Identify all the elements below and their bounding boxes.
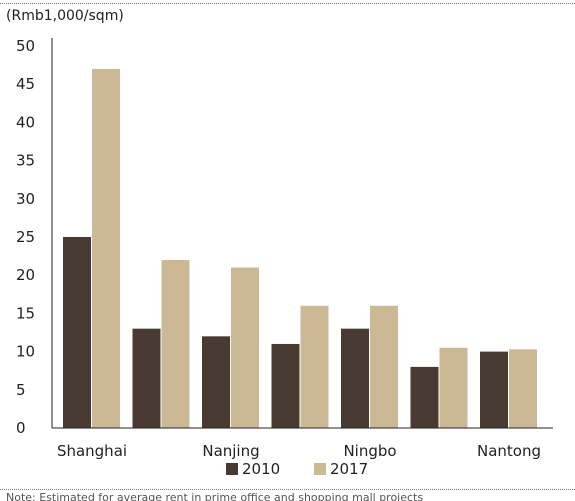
bar-2010 <box>410 366 439 428</box>
footnote: Note: Estimated for average rent in prim… <box>6 492 424 501</box>
y-tick-label: 35 <box>16 152 35 170</box>
y-tick-label: 25 <box>16 228 35 246</box>
bar-2017 <box>161 259 190 428</box>
bar-2017 <box>231 267 259 428</box>
bar-2017 <box>509 349 537 428</box>
legend-swatch-2010 <box>226 463 238 475</box>
x-category-label: Ningbo <box>343 442 396 460</box>
bar-2010 <box>202 336 230 428</box>
y-tick-label: 50 <box>16 37 35 55</box>
y-tick-label: 15 <box>16 304 35 322</box>
top-rule <box>0 3 575 4</box>
bar-2010 <box>341 328 369 428</box>
bar-2017 <box>300 305 329 428</box>
y-tick-label: 10 <box>16 343 35 361</box>
bar-2017 <box>92 68 120 429</box>
x-category-label: Shanghai <box>57 442 127 460</box>
y-tick-label: 20 <box>16 266 35 284</box>
x-category-label: Nantong <box>477 442 541 460</box>
bar-chart: 0 5 10 15 20 25 30 35 40 45 50 Shanghai Nanjing Ningb… <box>16 37 553 478</box>
legend-swatch-2017 <box>314 463 326 475</box>
bar-2017 <box>439 347 468 428</box>
legend-label-2017: 2017 <box>330 460 368 478</box>
bar-2017 <box>370 305 398 428</box>
y-tick-label: 45 <box>16 75 35 93</box>
y-tick-label: 40 <box>16 113 35 131</box>
y-tick-label: 5 <box>16 381 26 399</box>
y-tick-label: 30 <box>16 190 35 208</box>
x-category-label: Nanjing <box>202 442 259 460</box>
y-axis-unit-label: (Rmb1,000/sqm) <box>6 8 124 24</box>
bar-2010 <box>63 237 91 428</box>
bar-2010 <box>132 328 161 428</box>
bar-2010 <box>271 343 300 428</box>
bottom-rule <box>0 489 575 490</box>
legend-label-2010: 2010 <box>242 460 280 478</box>
y-tick-label: 0 <box>16 419 26 437</box>
bar-2010 <box>480 351 508 428</box>
